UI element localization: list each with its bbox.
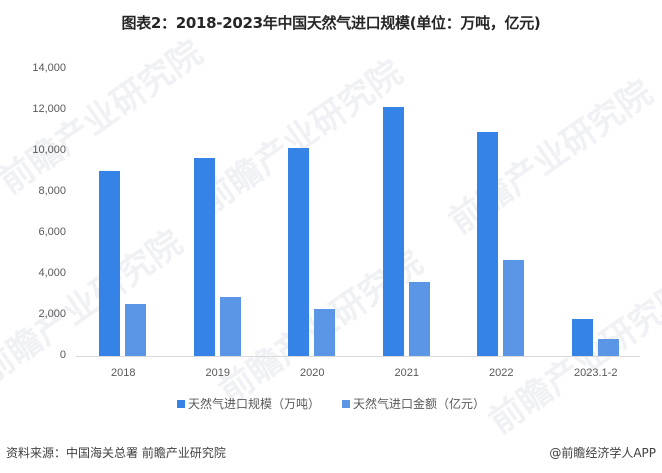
bar-value bbox=[408, 282, 430, 356]
legend-swatch-icon bbox=[176, 399, 185, 408]
legend-item-volume: 天然气进口规模（万吨） bbox=[176, 395, 320, 412]
legend-swatch-icon bbox=[342, 399, 350, 408]
y-tick-label: 14,000 bbox=[32, 62, 66, 74]
bar-volume bbox=[571, 319, 593, 356]
credit-note: @前瞻经济学人APP bbox=[549, 446, 656, 460]
x-tick-label: 2018 bbox=[111, 367, 136, 379]
chart-title: 图表2：2018-2023年中国天然气进口规模(单位：万吨，亿元) bbox=[121, 14, 541, 32]
bar-volume bbox=[477, 132, 499, 356]
y-tick-label: 12,000 bbox=[32, 103, 66, 115]
y-tick-label: 6,000 bbox=[38, 226, 66, 238]
y-tick-label: 8,000 bbox=[38, 185, 66, 197]
y-tick-label: 10,000 bbox=[32, 144, 66, 156]
x-tick-label: 2020 bbox=[300, 367, 325, 379]
bar-value bbox=[314, 308, 336, 356]
x-tick-label: 2019 bbox=[205, 367, 230, 379]
source-note: 资料来源：中国海关总署 前瞻产业研究院 bbox=[6, 446, 226, 460]
bar-value bbox=[219, 296, 241, 356]
x-tick-label: 2021 bbox=[394, 367, 419, 379]
bar-value bbox=[503, 260, 525, 356]
bar-volume bbox=[288, 147, 310, 356]
legend-label: 天然气进口规模（万吨） bbox=[187, 397, 320, 411]
x-axis-line bbox=[76, 356, 640, 357]
x-tick-label: 2023.1-2 bbox=[574, 367, 618, 379]
y-tick-label: 2,000 bbox=[38, 308, 66, 320]
y-tick-label: 4,000 bbox=[38, 267, 66, 279]
legend-item-value: 天然气进口金额（亿元） bbox=[342, 395, 485, 412]
bar-value bbox=[597, 338, 619, 356]
bar-volume bbox=[193, 158, 215, 356]
y-tick-label: 0 bbox=[59, 349, 66, 361]
bar-value bbox=[125, 303, 147, 356]
legend-label: 天然气进口金额（亿元） bbox=[353, 397, 486, 411]
bar-volume bbox=[99, 170, 121, 356]
legend: 天然气进口规模（万吨） 天然气进口金额（亿元） bbox=[0, 395, 662, 412]
x-tick-label: 2022 bbox=[489, 367, 514, 379]
bar-volume bbox=[382, 107, 404, 356]
